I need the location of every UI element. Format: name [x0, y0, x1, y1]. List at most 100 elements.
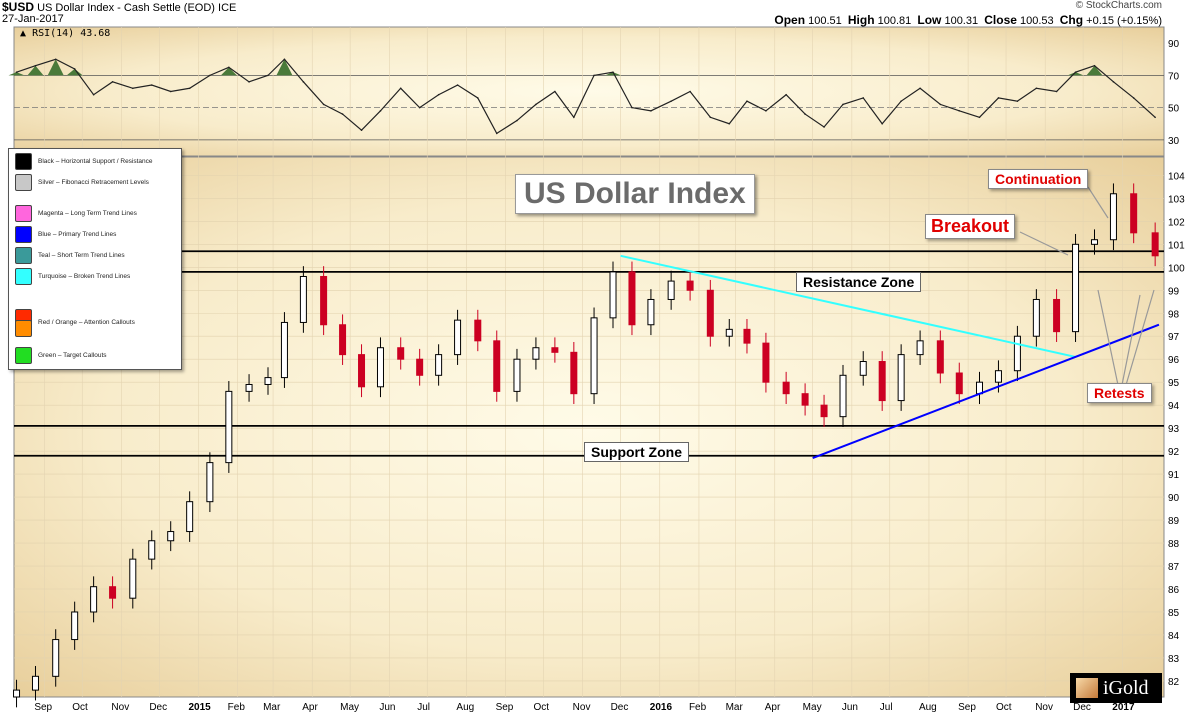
- credit-link[interactable]: © StockCharts.com: [1075, 0, 1162, 11]
- rsi-point: [804, 113, 806, 115]
- exchange-label: ICE: [218, 2, 237, 14]
- candle-body: [513, 358, 521, 392]
- logo-text: iGold: [1103, 676, 1149, 699]
- rsi-point: [302, 81, 305, 83]
- price-panel: [13, 156, 1165, 698]
- price-y-tick-label: 85: [1168, 608, 1180, 619]
- rsi-point: [15, 71, 18, 73]
- broken-trend-line: [620, 254, 1076, 358]
- candle-body: [1053, 298, 1061, 333]
- x-tick-label: Jun: [842, 702, 858, 713]
- candle-body: [299, 275, 307, 323]
- candle-body: [358, 354, 366, 388]
- price-y-tick-label: 90: [1168, 493, 1180, 504]
- rsi-label-text: RSI(14) 43.68: [32, 28, 111, 39]
- x-tick-label: May: [803, 702, 822, 713]
- legend-label: Blue – Primary Trend Lines: [38, 230, 117, 238]
- candle-body: [590, 317, 598, 395]
- x-tick-label: Aug: [919, 702, 937, 713]
- price-y-tick-label: 100: [1168, 263, 1185, 274]
- candle-body: [454, 319, 462, 356]
- rsi-y-tick-label: 90: [1168, 39, 1180, 50]
- candle-body: [532, 347, 540, 360]
- price-y-tick-label: 91: [1168, 470, 1180, 481]
- candle-body: [878, 361, 886, 402]
- legend-swatch-magenta: [15, 204, 32, 222]
- rsi-point: [612, 71, 614, 73]
- candle-body: [782, 381, 790, 395]
- price-y-tick-label: 83: [1168, 654, 1180, 665]
- x-tick-label: Oct: [72, 702, 88, 713]
- open-label: Open: [774, 13, 806, 27]
- rsi-y-tick-label: 50: [1168, 104, 1180, 115]
- chart-title: US Dollar Index: [515, 174, 755, 214]
- breakout-callout: Breakout: [925, 214, 1016, 239]
- rsi-point: [881, 122, 883, 125]
- candle-body: [13, 689, 21, 698]
- price-y-tick-label: 96: [1168, 355, 1180, 366]
- price-y-tick-label: 92: [1168, 447, 1180, 458]
- chg-label: Chg: [1059, 13, 1084, 27]
- price-y-tick-label: 95: [1168, 378, 1180, 389]
- legend-label: Black – Horizontal Support / Resistance: [38, 157, 153, 165]
- price-y-tick-label: 101: [1168, 240, 1185, 251]
- candle-body: [762, 342, 770, 383]
- ohlc-readout: Open 100.51 High 100.81 Low 100.31 Close…: [774, 13, 1162, 27]
- x-tick-label: Jul: [880, 702, 893, 713]
- x-tick-label: Apr: [765, 702, 781, 713]
- x-tick-label: Sep: [496, 702, 514, 713]
- candle-body: [1090, 239, 1098, 245]
- rsi-point: [495, 132, 498, 135]
- chart-date: 27-Jan-2017: [2, 13, 64, 25]
- rsi-point: [283, 58, 286, 61]
- x-tick-label: Mar: [726, 702, 744, 713]
- price-y-tick-label: 88: [1168, 539, 1180, 550]
- support-zone-label: Support Zone: [584, 442, 689, 462]
- rsi-point: [228, 66, 230, 69]
- rsi-point: [131, 87, 134, 90]
- rsi-overbought-fill: [276, 59, 293, 76]
- open-value: 100.51: [808, 15, 842, 27]
- candle-body: [839, 374, 847, 418]
- candle-body: [916, 340, 924, 356]
- x-tick-label: 2017: [1112, 702, 1135, 713]
- legend-label: Red / Orange – Attention Callouts: [38, 318, 135, 326]
- x-tick-label: Sep: [958, 702, 976, 713]
- rsi-label: ▲ RSI(14) 43.68: [20, 28, 110, 39]
- x-tick-label: Mar: [263, 702, 281, 713]
- legend-label: Silver – Fibonacci Retracement Levels: [38, 178, 149, 186]
- price-y-tick-label: 94: [1168, 401, 1180, 412]
- rsi-point: [1112, 81, 1115, 83]
- legend-item: Blue – Primary Trend Lines: [15, 225, 117, 243]
- continuation-callout: Continuation: [988, 169, 1089, 189]
- rsi-point: [728, 122, 731, 125]
- rsi-point: [670, 100, 672, 102]
- rsi-point: [379, 110, 382, 112]
- price-y-tick-label: 93: [1168, 424, 1180, 435]
- candle-body: [936, 340, 944, 374]
- candle-body: [264, 377, 272, 385]
- x-tick-label: Dec: [1073, 702, 1091, 713]
- callout-connector: [1087, 186, 1109, 219]
- price-y-tick-label: 99: [1168, 286, 1180, 297]
- rsi-point: [92, 93, 95, 96]
- rsi-point: [978, 116, 981, 119]
- candle-body: [955, 372, 963, 395]
- close-value: 100.53: [1019, 15, 1054, 27]
- rsi-point: [631, 106, 633, 109]
- high-label: High: [847, 13, 875, 27]
- price-y-tick-label: 89: [1168, 516, 1180, 527]
- rsi-overbought-fill: [220, 67, 237, 76]
- rsi-overbought-fill: [8, 72, 25, 76]
- candle-body: [801, 393, 809, 406]
- rsi-point: [418, 106, 421, 109]
- rsi-point: [1132, 97, 1135, 99]
- legend-label: Turquoise – Broken Trend Lines: [38, 272, 131, 280]
- candle-body: [206, 462, 214, 503]
- chart-header-left: $USD US Dollar Index - Cash Settle (EOD)…: [2, 0, 236, 14]
- candle-body: [706, 289, 714, 337]
- x-tick-label: Apr: [302, 702, 318, 713]
- candle-body: [167, 531, 175, 542]
- candle-body: [570, 351, 578, 395]
